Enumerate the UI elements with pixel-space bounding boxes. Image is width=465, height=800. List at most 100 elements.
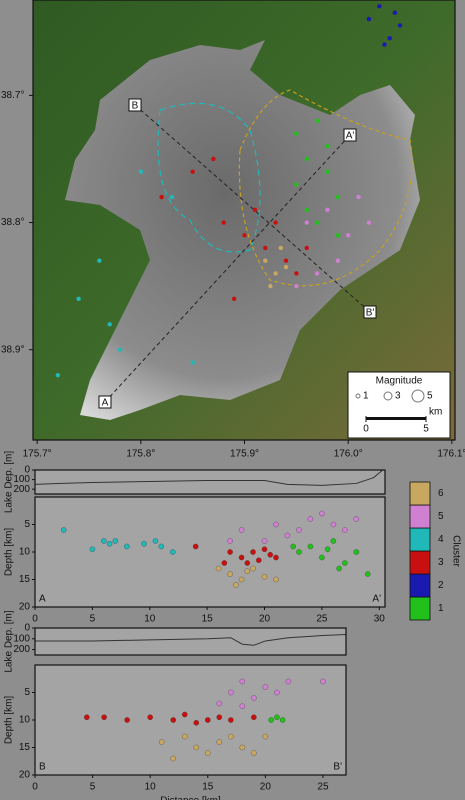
- event: [101, 538, 107, 544]
- event: [274, 714, 280, 721]
- event: [268, 283, 273, 289]
- event: [238, 527, 245, 533]
- x-tick-label: 175.7°: [23, 449, 52, 460]
- event: [294, 271, 299, 276]
- section-label: A': [346, 131, 355, 142]
- event: [84, 714, 90, 721]
- legend-size: [411, 389, 425, 403]
- section-line: [134, 104, 371, 313]
- frame: [34, 496, 386, 608]
- event: [366, 220, 372, 225]
- event: [170, 755, 176, 762]
- x-tick-label: 5: [90, 614, 96, 625]
- event: [158, 739, 165, 745]
- colorbar-cell: [409, 596, 431, 621]
- x-axis-label: Distance [km]: [160, 796, 221, 800]
- event: [89, 546, 96, 553]
- lake-depth-line: [35, 633, 347, 646]
- event: [97, 258, 102, 263]
- event: [190, 169, 195, 174]
- annotation: B: [39, 762, 46, 773]
- event: [239, 703, 246, 710]
- y-tick-label: 15: [19, 742, 31, 753]
- caldera-outline: [238, 89, 413, 287]
- y-tick-label: 10: [19, 715, 31, 726]
- event: [336, 565, 342, 572]
- event: [124, 717, 130, 723]
- event: [205, 717, 211, 723]
- event: [152, 538, 159, 544]
- event: [261, 574, 268, 580]
- event: [296, 527, 302, 533]
- x-tick-label: 15: [202, 782, 214, 793]
- legend-size-label: 1: [363, 391, 369, 402]
- x-tick-label: 175.8°: [126, 449, 155, 460]
- colorbar-label: 2: [438, 580, 444, 591]
- event: [228, 717, 234, 723]
- event: [330, 521, 337, 528]
- event: [101, 714, 107, 721]
- section-label-box: [128, 98, 142, 112]
- event: [294, 182, 299, 187]
- event: [252, 207, 258, 213]
- event: [76, 296, 81, 302]
- event: [319, 510, 325, 517]
- y-axis-label: Depth [km]: [4, 696, 15, 745]
- event: [117, 347, 123, 352]
- event: [273, 576, 279, 583]
- event: [233, 582, 239, 588]
- event: [273, 271, 278, 276]
- scale-bar: [366, 417, 426, 420]
- event: [193, 720, 200, 726]
- scale-label: 0: [363, 424, 369, 435]
- event: [239, 744, 246, 751]
- legend-box: [347, 371, 451, 439]
- event: [284, 532, 291, 539]
- event: [285, 678, 292, 685]
- event: [325, 169, 330, 174]
- event: [141, 541, 147, 547]
- x-tick-label: 15: [202, 614, 214, 625]
- event: [325, 207, 330, 213]
- event: [147, 714, 153, 721]
- x-tick-label: 0: [32, 614, 38, 625]
- y-tick-label: 10: [19, 547, 31, 558]
- caldera-outline: [157, 102, 261, 253]
- event: [392, 10, 398, 15]
- event: [356, 194, 361, 200]
- event: [216, 714, 223, 721]
- y-tick-label: 20: [19, 602, 31, 613]
- y-tick-label: 100: [13, 474, 30, 485]
- event: [294, 131, 299, 136]
- colorbar-label: 1: [438, 603, 444, 614]
- event: [221, 560, 228, 566]
- legend-size: [383, 391, 393, 401]
- event: [192, 543, 199, 550]
- event: [324, 546, 331, 553]
- event: [307, 516, 314, 522]
- y-tick-label: 200: [13, 484, 30, 495]
- event: [221, 220, 226, 225]
- event: [314, 271, 320, 276]
- y-tick-label: 38.7°: [1, 90, 24, 101]
- lake-depth-line: [34, 469, 384, 486]
- event: [342, 560, 348, 566]
- colorbar-title: Cluster: [450, 535, 461, 567]
- y-axis-label: Lake Dep. [m]: [4, 610, 15, 672]
- event: [193, 744, 200, 751]
- y-tick-label: 0: [24, 623, 30, 634]
- event: [261, 538, 268, 544]
- event: [106, 541, 113, 547]
- event: [251, 714, 257, 721]
- event: [244, 560, 251, 566]
- x-tick-label: 175.9°: [230, 449, 259, 460]
- y-tick-label: 5: [24, 519, 30, 530]
- event: [268, 717, 274, 723]
- event: [242, 233, 247, 238]
- event: [112, 538, 119, 544]
- x-tick-label: 20: [260, 782, 272, 793]
- event: [314, 118, 320, 124]
- y-tick-label: 0: [24, 465, 30, 476]
- event: [170, 717, 176, 723]
- x-tick-label: 10: [145, 782, 157, 793]
